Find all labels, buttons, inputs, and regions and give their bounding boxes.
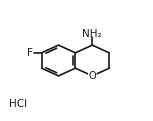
Text: NH₂: NH₂ xyxy=(82,29,101,39)
Text: F: F xyxy=(27,48,33,58)
Text: HCl: HCl xyxy=(9,99,27,109)
Text: O: O xyxy=(88,71,96,81)
